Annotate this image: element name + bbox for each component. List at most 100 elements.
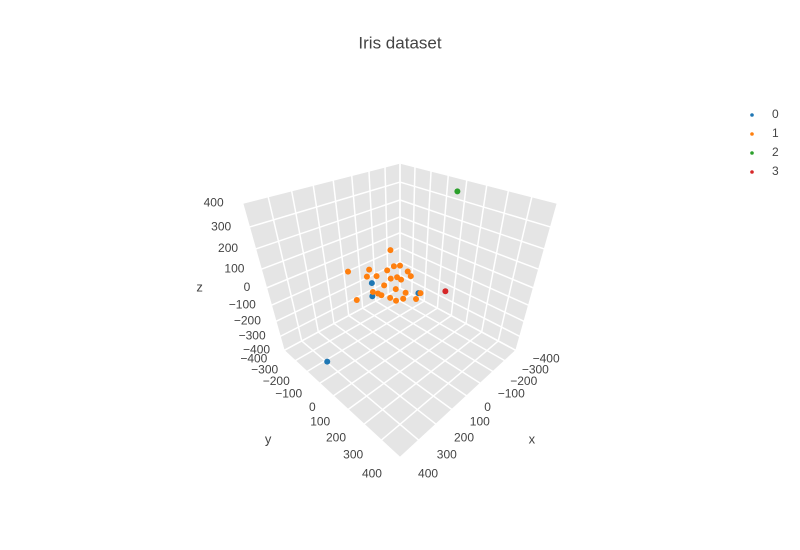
scene-labels: −400−300−200−1000100200300400−400−300−20… — [196, 195, 560, 480]
tick-label: 0 — [484, 400, 491, 414]
grid-line — [450, 179, 468, 316]
grid-line — [267, 196, 303, 342]
point — [442, 288, 449, 295]
grid-line — [515, 202, 559, 351]
point — [366, 266, 373, 273]
grid-line — [242, 162, 401, 204]
tick-label: 0 — [244, 280, 251, 294]
grid-line — [399, 162, 558, 204]
grid-line — [399, 287, 517, 352]
legend-marker — [750, 170, 754, 174]
point — [345, 268, 352, 275]
tick-label: 300 — [211, 219, 231, 233]
point — [407, 273, 414, 280]
grid-line — [399, 216, 540, 270]
point — [381, 282, 388, 289]
tick-label: −200 — [234, 314, 261, 328]
point — [368, 280, 375, 287]
point — [373, 273, 380, 280]
grid-line — [399, 261, 525, 323]
legend-label: 2 — [772, 145, 779, 159]
legend-marker — [750, 113, 754, 117]
grid-line — [411, 166, 416, 295]
tick-label: 100 — [224, 261, 244, 275]
grid-line — [312, 184, 335, 324]
grid-line — [350, 175, 364, 309]
grid-line — [465, 184, 488, 324]
grid-line — [363, 331, 483, 425]
tick-label: −100 — [275, 387, 302, 401]
point — [397, 262, 403, 269]
grid-line — [319, 307, 438, 385]
point — [398, 276, 405, 283]
grid-line — [301, 340, 420, 441]
tick-label: −300 — [239, 329, 266, 343]
tick-label: 300 — [343, 448, 363, 462]
axis-title: x — [529, 432, 536, 447]
point — [392, 286, 399, 293]
scene-points — [324, 188, 461, 365]
legend-label: 1 — [772, 126, 779, 140]
grid-line — [283, 287, 401, 352]
grid-line — [333, 322, 453, 411]
grid-line — [347, 322, 467, 411]
point — [393, 297, 400, 304]
floor — [283, 288, 517, 458]
tick-label: 400 — [362, 467, 382, 481]
tick-label: 200 — [454, 430, 474, 444]
grid-line — [279, 274, 401, 338]
grid-line — [275, 261, 401, 323]
point — [400, 295, 407, 302]
tick-label: −300 — [522, 362, 549, 376]
legend: 0 1 2 3 — [750, 107, 779, 178]
scene-walls — [242, 162, 558, 458]
grid-line — [497, 196, 533, 342]
grid-line — [380, 340, 499, 441]
point — [353, 296, 360, 303]
grid-line — [270, 247, 401, 307]
tick-label: 100 — [310, 415, 330, 429]
tick-label: 400 — [204, 195, 224, 209]
grid-line — [260, 216, 401, 270]
axis-title: z — [196, 279, 203, 294]
grid-line — [249, 181, 401, 228]
point — [363, 273, 370, 280]
grid-line — [399, 232, 534, 289]
grid-line — [387, 293, 506, 362]
grid-line — [436, 175, 450, 309]
tick-label: −200 — [263, 374, 290, 388]
tick-label: 200 — [218, 241, 238, 255]
point — [404, 268, 411, 275]
wall-y — [242, 162, 400, 351]
legend-label: 3 — [772, 164, 779, 178]
point — [387, 247, 394, 254]
legend-label: 0 — [772, 107, 779, 121]
scene-grid — [241, 162, 559, 459]
point — [402, 289, 409, 296]
grid-line — [399, 181, 551, 228]
point — [387, 294, 394, 301]
grid-line — [399, 199, 545, 250]
grid-line — [399, 274, 521, 338]
tick-label: −100 — [229, 298, 256, 312]
point — [417, 290, 424, 297]
grid-line — [399, 247, 530, 307]
tick-label: 300 — [437, 448, 457, 462]
grid-line — [399, 349, 517, 459]
tick-label: −400 — [240, 352, 267, 366]
tick-label: 100 — [470, 415, 490, 429]
tick-label: 400 — [418, 467, 438, 481]
point — [454, 188, 461, 195]
grid-line — [423, 170, 432, 302]
grid-line — [332, 315, 452, 397]
axis-title: y — [265, 432, 272, 447]
wall-x — [400, 162, 558, 351]
tick-label: 200 — [326, 430, 346, 444]
grid-line — [348, 315, 468, 397]
grid-line — [283, 349, 401, 459]
grid-line — [317, 331, 437, 425]
legend-marker — [750, 151, 754, 155]
grid-line — [362, 307, 481, 385]
grid-line — [241, 202, 285, 351]
